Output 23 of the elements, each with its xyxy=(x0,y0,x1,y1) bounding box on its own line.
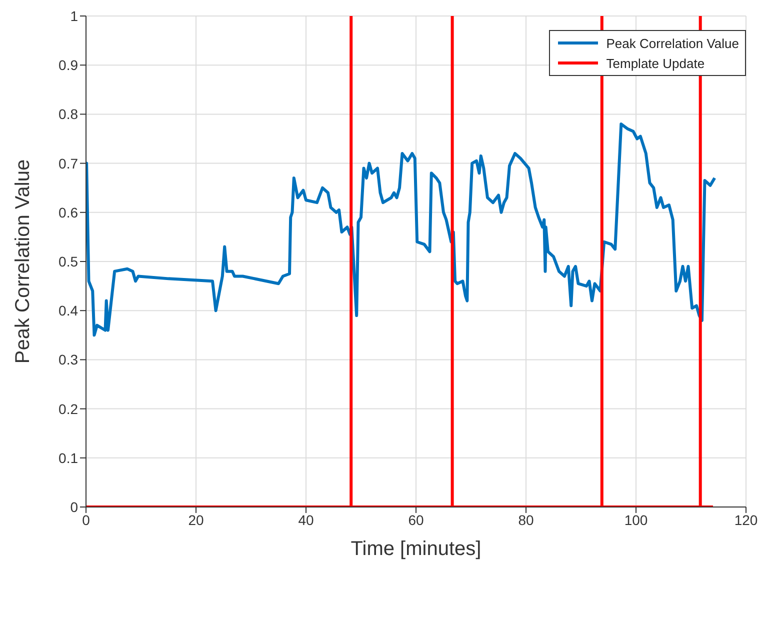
y-tick-label: 0 xyxy=(70,498,78,515)
x-tick-label: 20 xyxy=(188,512,204,528)
x-axis-title: Time [minutes] xyxy=(350,538,482,560)
y-tick-label: 0.8 xyxy=(58,106,78,122)
x-tick-label: 100 xyxy=(624,512,648,528)
y-tick-label: 1 xyxy=(70,8,78,24)
y-tick-label: 0.6 xyxy=(58,204,78,220)
y-axis-title: Peak Correlation Value xyxy=(12,159,34,364)
y-tick-label: 0.7 xyxy=(58,155,78,172)
y-tick-label: 0.4 xyxy=(58,302,78,319)
x-tick-label: 80 xyxy=(518,512,534,528)
y-tick-label: 0.5 xyxy=(58,253,78,270)
x-tick-label: 0 xyxy=(82,512,90,528)
x-tick-label: 120 xyxy=(734,512,758,528)
legend-label: Peak Correlation Value xyxy=(606,36,739,50)
x-tick-label: 60 xyxy=(408,512,424,528)
y-tick-label: 0.3 xyxy=(58,352,78,368)
x-tick-label: 40 xyxy=(298,512,314,528)
y-tick-label: 0.2 xyxy=(58,400,78,417)
legend-label: Template Update xyxy=(606,56,705,70)
line-series xyxy=(86,122,716,337)
y-tick-label: 0.1 xyxy=(58,450,78,466)
y-tick-label: 0.9 xyxy=(58,57,78,74)
